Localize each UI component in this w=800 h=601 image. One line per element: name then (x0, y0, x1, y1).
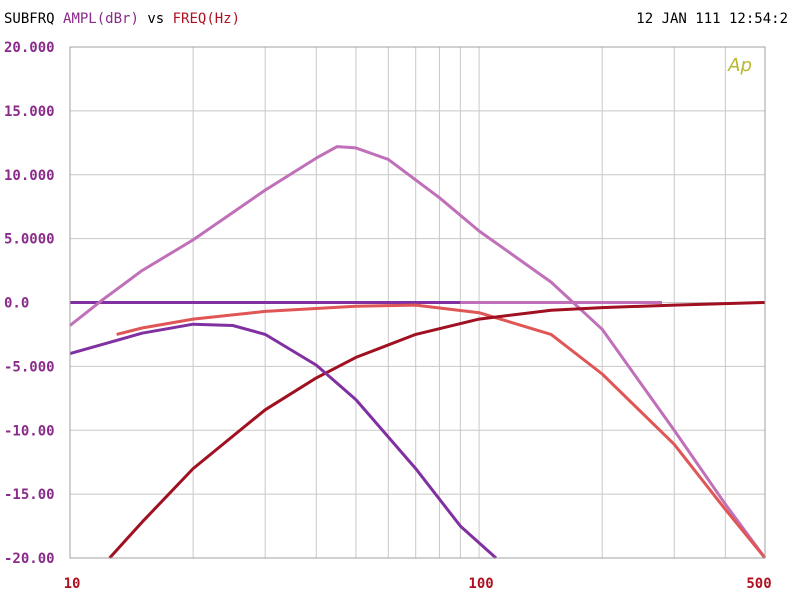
x-tick-label: 10 (64, 576, 81, 592)
data-line (69, 322, 498, 560)
x-tick-label: 100 (468, 576, 493, 592)
y-tick-label: 20.000 (4, 40, 55, 56)
title-part: SUBFRQ (4, 11, 55, 27)
y-tick-label: 15.000 (4, 104, 55, 120)
data-line (116, 303, 767, 559)
x-tick-label: 500 (746, 576, 771, 592)
data-line (69, 145, 767, 559)
plot-frame (69, 46, 766, 559)
y-tick-label: 10.000 (4, 168, 55, 184)
timestamp: 12 JAN 111 12:54:2 (636, 11, 788, 27)
y-tick-label: 0.0 (4, 296, 29, 312)
data-line (108, 301, 766, 560)
title-part: vs (147, 11, 164, 27)
chart-title: SUBFRQ AMPL(dBr) vs FREQ(Hz) (4, 11, 240, 27)
y-tick-label: -10.00 (4, 423, 55, 439)
y-tick-label: -5.000 (4, 359, 55, 375)
y-tick-label: -20.00 (4, 551, 55, 567)
y-tick-label: 5.0000 (4, 232, 55, 248)
title-part: FREQ(Hz) (173, 11, 240, 27)
y-tick-label: -15.00 (4, 487, 55, 503)
title-part: AMPL(dBr) (63, 11, 139, 27)
logo: Ap (727, 55, 752, 76)
